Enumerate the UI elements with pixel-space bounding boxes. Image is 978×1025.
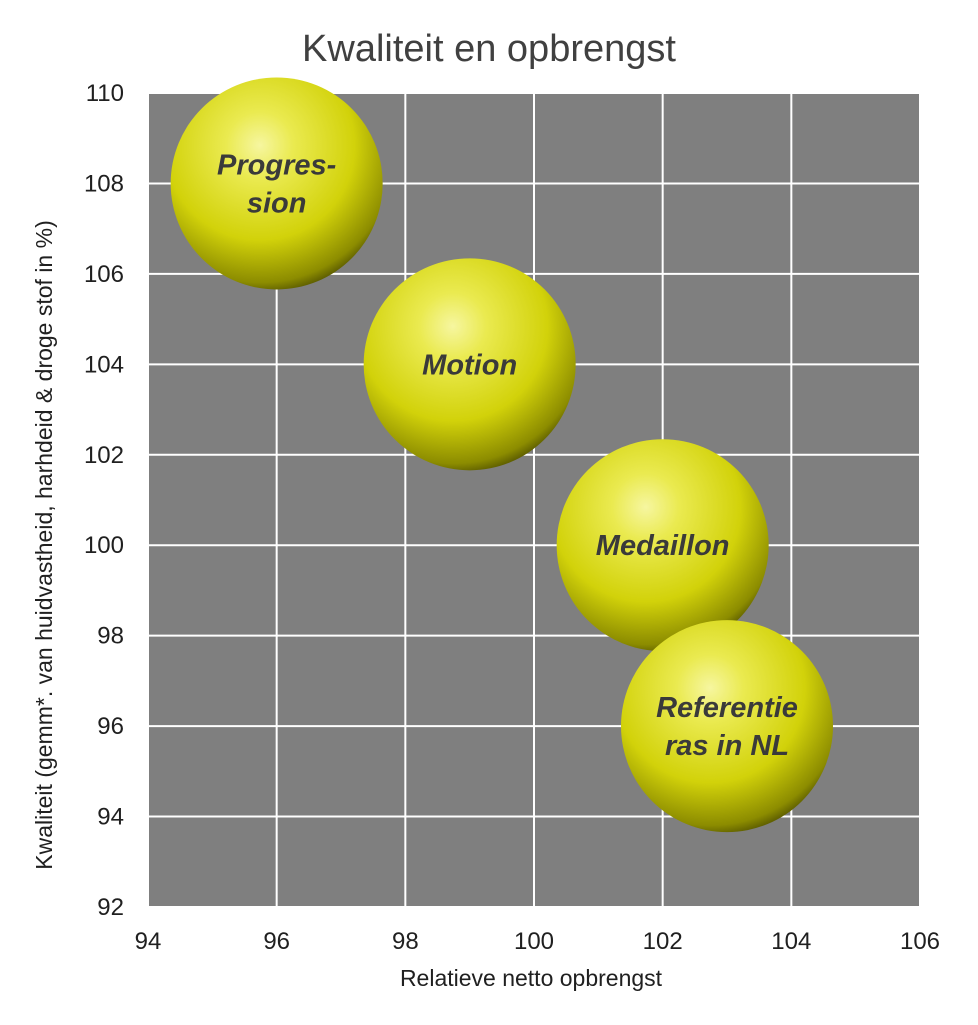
- bubble-sphere: [363, 258, 576, 471]
- chart-title: Kwaliteit en opbrengst: [302, 28, 676, 70]
- y-tick-label: 108: [84, 170, 124, 197]
- y-tick-label: 92: [97, 894, 124, 921]
- x-tick-label: 104: [771, 928, 811, 955]
- y-tick-label: 110: [86, 80, 124, 107]
- bubble-label: Progres-: [217, 149, 336, 181]
- bubble-label: sion: [247, 187, 307, 219]
- bubble-sphere: [621, 620, 833, 833]
- x-tick-label: 102: [643, 928, 683, 955]
- bubble: Medaillon: [556, 439, 769, 652]
- y-axis-label: Kwaliteit (gemm*. van huidvastheid, harh…: [31, 220, 57, 869]
- bubble-label: Medaillon: [596, 530, 730, 562]
- y-tick-label: 100: [84, 532, 124, 559]
- y-tick-label: 98: [97, 623, 124, 650]
- x-axis-ticks: 94 96 98 100 102 104 106: [135, 928, 940, 955]
- bubble: Motion: [363, 258, 576, 471]
- y-tick-label: 102: [84, 442, 124, 469]
- x-tick-label: 94: [135, 928, 162, 955]
- y-tick-label: 96: [97, 713, 124, 740]
- x-tick-label: 96: [263, 928, 290, 955]
- bubble-sphere: [556, 439, 769, 652]
- bubbles: Progres-sion Motion Medaillon Referentie ras…: [170, 77, 833, 833]
- bubble-label: Motion: [422, 349, 517, 381]
- x-tick-label: 106: [900, 928, 940, 955]
- y-tick-label: 104: [84, 351, 124, 378]
- bubble: Progres-sion: [170, 77, 383, 290]
- y-tick-label: 94: [97, 804, 124, 831]
- bubble: Referentie ras in NL: [621, 620, 833, 833]
- bubble-sphere: [170, 77, 383, 290]
- x-tick-label: 98: [392, 928, 419, 955]
- bubble-label: ras in NL: [665, 730, 789, 762]
- bubble-label: Referentie: [656, 692, 798, 724]
- x-axis-label: Relatieve netto opbrengst: [400, 965, 663, 991]
- y-axis-ticks: 92 94 96 98 100 102 104 106 108 110: [84, 80, 124, 921]
- x-tick-label: 100: [514, 928, 554, 955]
- y-tick-label: 106: [84, 261, 124, 288]
